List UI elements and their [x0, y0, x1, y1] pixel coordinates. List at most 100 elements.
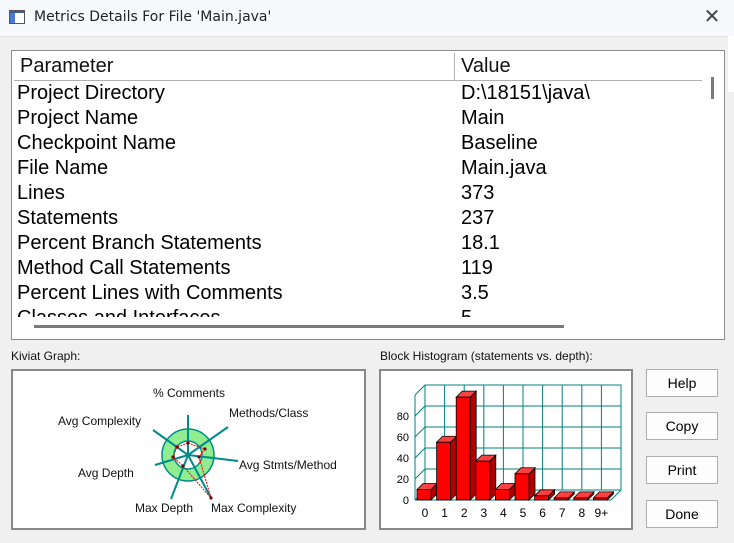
kiviat-point [171, 455, 175, 459]
x-tick-label: 6 [539, 506, 546, 520]
bar-front [436, 441, 451, 501]
bar-front [495, 489, 510, 501]
bar-front [534, 495, 550, 501]
parameter-cell: Checkpoint Name [17, 132, 176, 154]
bar-front [573, 497, 589, 501]
column-header-value[interactable]: Value [461, 55, 511, 77]
bar-front [416, 489, 432, 501]
histogram-bar-5 [514, 466, 536, 501]
parameter-cell: Project Directory [17, 82, 165, 104]
y-tick-label: 60 [397, 432, 409, 444]
axis-avg-complexity-label: Avg Complexity [58, 414, 141, 428]
column-header-parameter[interactable]: Parameter [14, 53, 455, 80]
value-cell: Main.java [461, 157, 547, 179]
bar-front [592, 497, 608, 501]
grid-diagonal [414, 426, 426, 438]
axis-max-depth-label: Max Depth [135, 501, 193, 515]
parameter-cell: Lines [17, 182, 65, 204]
title-bar: Metrics Details For File 'Main.java' ✕ [0, 0, 734, 37]
x-tick-label: 7 [559, 506, 566, 520]
close-icon[interactable]: ✕ [703, 6, 721, 28]
histogram-bar-3 [474, 454, 497, 501]
histogram-label: Block Histogram (statements vs. depth): [380, 349, 593, 363]
histogram-bar-4 [494, 482, 517, 501]
kiviat-label: Kiviat Graph: [11, 349, 81, 363]
bar-side [469, 390, 477, 501]
axis-comments-label: % Comments [153, 386, 225, 400]
x-tick-label: 0 [422, 506, 429, 520]
axis-methods-class-line [187, 426, 229, 456]
table-row[interactable]: Project Name Main [14, 107, 702, 132]
kiviat-point [203, 447, 207, 451]
grid-diagonal [414, 405, 426, 417]
list-rows: Project Directory D:\18151\java\ Project N… [14, 82, 702, 332]
bar-front [514, 473, 530, 501]
x-tick-label: 3 [480, 506, 487, 520]
kiviat-point [175, 445, 179, 449]
block-histogram: 0 20 40 60 80 0 1 2 3 4 5 6 7 8 9+ [379, 369, 633, 530]
vertical-scroll-thumb[interactable] [711, 77, 714, 99]
table-row[interactable]: Statements 237 [14, 207, 702, 232]
app-window-icon [9, 10, 25, 24]
parameter-cell: Method Call Statements [17, 257, 231, 279]
window-title: Metrics Details For File 'Main.java' [34, 9, 272, 25]
axis-methods-class-label: Methods/Class [229, 406, 308, 420]
x-tick-label: 2 [461, 506, 468, 520]
table-row[interactable]: Method Call Statements 119 [14, 257, 702, 282]
value-cell: 373 [461, 182, 495, 204]
axis-max-complexity-line [187, 454, 212, 499]
y-tick-label: 40 [397, 453, 409, 465]
table-row[interactable]: Percent Branch Statements 18.1 [14, 232, 702, 257]
table-row[interactable]: Checkpoint Name Baseline [14, 132, 702, 157]
kiviat-plot-polygon [172, 442, 212, 499]
value-cell: 237 [461, 207, 495, 229]
histogram-bar-6 [533, 488, 556, 501]
kiviat-point [209, 496, 213, 500]
parameter-cell: File Name [17, 157, 109, 179]
vertical-scrollbar[interactable] [704, 53, 722, 318]
parameter-cell: Statements [17, 207, 119, 229]
kiviat-point [181, 464, 185, 468]
histogram-bar-9+ [592, 490, 615, 501]
bar-side [489, 454, 497, 501]
axis-avg-depth-line [154, 454, 189, 466]
value-cell: 3.5 [461, 282, 489, 304]
bar-side [450, 435, 457, 501]
histogram-bar-8 [572, 490, 595, 501]
done-button[interactable]: Done [646, 500, 718, 528]
horizontal-scroll-thumb[interactable] [34, 325, 564, 328]
list-header: Parameter Value [14, 53, 702, 81]
grid-diagonal [414, 468, 426, 480]
table-row[interactable]: Percent Lines with Comments 3.5 [14, 282, 702, 307]
grid-diagonal [414, 384, 426, 396]
print-button[interactable]: Print [646, 456, 718, 484]
axis-avg-stmts-method-label: Avg Stmts/Method [239, 458, 337, 472]
y-tick-label: 20 [397, 474, 409, 486]
table-row[interactable]: Project Directory D:\18151\java\ [14, 82, 702, 107]
grid-diagonal [414, 447, 426, 459]
copy-button[interactable]: Copy [646, 412, 718, 440]
table-row[interactable]: File Name Main.java [14, 157, 702, 182]
parameter-cell: Project Name [17, 107, 139, 129]
horizontal-scrollbar[interactable] [14, 317, 722, 337]
bar-front [475, 460, 491, 501]
y-tick-label: 0 [403, 495, 409, 507]
metrics-list[interactable]: Parameter Value Project Directory D:\1815… [11, 50, 725, 340]
histogram-bar-0 [416, 482, 438, 501]
bar-front [553, 497, 569, 501]
kiviat-point [197, 455, 201, 459]
histogram-bar-7 [553, 490, 576, 501]
value-cell: 18.1 [461, 232, 500, 254]
axis-max-complexity-label: Max Complexity [211, 501, 296, 515]
value-cell: D:\18151\java\ [461, 82, 590, 104]
axis-avg-complexity-line [152, 429, 189, 456]
value-cell: 119 [461, 257, 493, 279]
table-row[interactable]: Lines 373 [14, 182, 702, 207]
help-button[interactable]: Help [646, 369, 718, 397]
y-tick-label: 80 [397, 411, 409, 423]
bar-front [455, 396, 471, 501]
x-tick-label: 1 [441, 506, 448, 520]
x-tick-label: 9+ [595, 506, 609, 520]
kiviat-graph: % Comments Methods/Class Avg Stmts/Method M… [11, 369, 366, 530]
